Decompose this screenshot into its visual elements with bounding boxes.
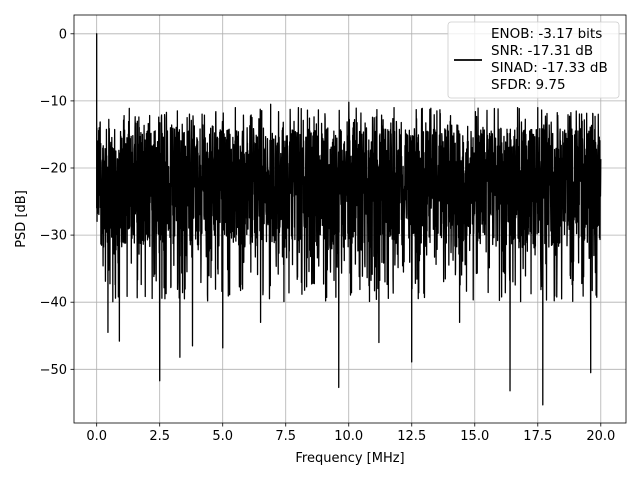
y-tick-label: 0 bbox=[59, 27, 67, 42]
x-tick-label: 5.0 bbox=[212, 429, 233, 444]
x-tick-label: 7.5 bbox=[275, 429, 296, 444]
y-tick-label: −50 bbox=[40, 363, 67, 378]
legend-label-line: SINAD: -17.33 dB bbox=[491, 60, 608, 76]
y-tick-label: −10 bbox=[40, 94, 67, 109]
axes-ticks: 0.0 2.5 5.0 7.5 10.0 12.5 15.0 17.5 20.0 0 −10 −20 −… bbox=[40, 27, 616, 444]
x-tick-label: 0.0 bbox=[86, 429, 107, 444]
y-tick-label: −20 bbox=[40, 162, 67, 177]
plot-area bbox=[96, 33, 602, 406]
x-tick-label: 10.0 bbox=[334, 429, 363, 444]
legend-label-line: SFDR: 9.75 bbox=[491, 77, 566, 93]
y-tick-label: −30 bbox=[40, 229, 67, 244]
plot-frame bbox=[73, 14, 627, 424]
x-tick-label: 20.0 bbox=[586, 429, 615, 444]
x-axis-label: Frequency [MHz] bbox=[295, 451, 404, 466]
x-tick-label: 17.5 bbox=[523, 429, 552, 444]
x-tick-label: 2.5 bbox=[149, 429, 170, 444]
legend-box bbox=[447, 21, 620, 99]
legend-label-line: SNR: -17.31 dB bbox=[491, 43, 593, 59]
x-tick-label: 12.5 bbox=[397, 429, 426, 444]
x-tick-label: 15.0 bbox=[460, 429, 489, 444]
y-tick-label: −40 bbox=[40, 296, 67, 311]
series-line bbox=[96, 33, 602, 406]
legend-label-line: ENOB: -3.17 bits bbox=[491, 26, 602, 42]
y-axis-label: PSD [dB] bbox=[14, 190, 29, 248]
